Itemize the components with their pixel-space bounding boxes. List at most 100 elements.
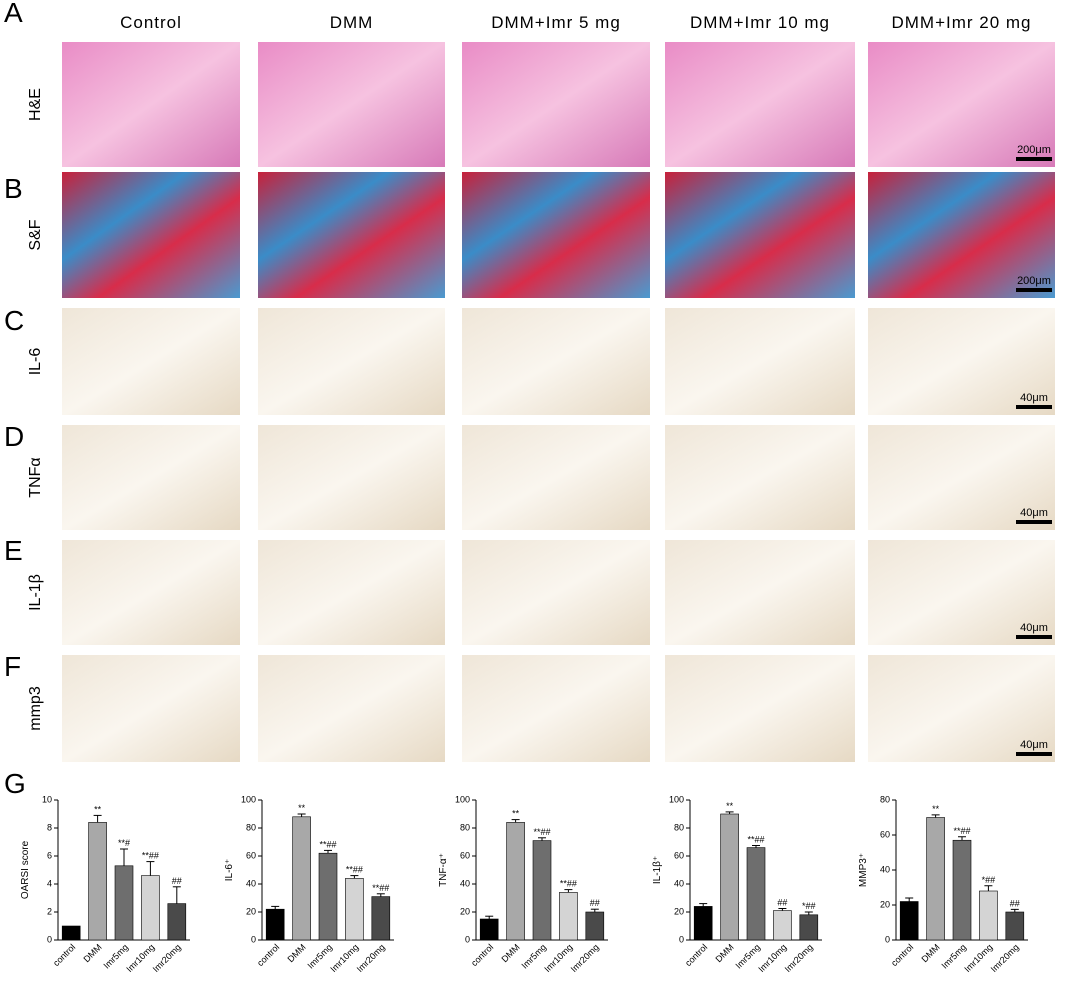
micrograph [665,425,855,530]
row-label: IL-6 [27,348,44,376]
micrograph [868,308,1055,415]
y-tick-label: 0 [885,934,890,944]
micrograph [868,172,1055,298]
x-tick-label: Imr20mg [989,942,1021,974]
y-tick-label: 80 [880,794,890,804]
bar [1005,911,1025,941]
x-tick-label: DMM [81,942,103,964]
bar [371,896,391,941]
y-tick-label: 80 [460,822,470,832]
y-tick-label: 40 [246,878,256,888]
y-tick-label: 100 [455,794,470,804]
bar [167,903,187,941]
y-tick-label: 10 [42,794,52,804]
micrograph [62,540,240,645]
bar [265,908,285,941]
bar [318,852,338,941]
micrograph [868,425,1055,530]
bar [952,839,972,941]
bar [693,906,713,941]
micrograph [665,42,855,167]
micrograph [258,42,445,167]
y-tick-label: 40 [880,864,890,874]
micrograph [868,540,1055,645]
x-tick-label: control [889,942,915,968]
x-tick-label: DMM [919,942,941,964]
significance: **# [118,838,130,848]
significance: ** [932,804,940,814]
row-label: S&F [27,219,44,250]
micrograph [462,425,650,530]
micrograph [665,655,855,762]
micrograph [62,172,240,298]
row-label: H&E [27,88,44,121]
bar [720,813,739,941]
panel-letter: C [4,305,24,336]
y-axis-label: IL-6⁺ [224,859,235,882]
micrograph [258,308,445,415]
significance: ## [777,898,787,908]
y-tick-label: 20 [460,906,470,916]
panel-letter: A [4,0,23,28]
y-axis-label: TNF-α⁺ [438,853,449,887]
significance: *## [802,901,816,911]
x-tick-label: control [255,942,281,968]
micrograph [62,308,240,415]
micrograph [62,42,240,167]
scale-label: 40μm [1020,392,1048,404]
x-tick-label: control [51,942,77,968]
column-title: Control [120,13,182,32]
y-tick-label: 6 [47,850,52,860]
micrograph [462,308,650,415]
y-tick-label: 100 [669,794,684,804]
bar [506,822,525,941]
significance: ** [512,809,520,819]
y-axis-label: MMP3⁺ [858,853,869,887]
y-tick-label: 60 [880,829,890,839]
bar [585,911,605,941]
x-tick-label: Imr20mg [569,942,601,974]
y-tick-label: 0 [679,934,684,944]
micrograph [258,655,445,762]
bar [479,918,499,941]
panel-letter: E [4,535,23,566]
significance: **## [372,883,389,893]
bar [88,822,107,941]
panel-letter: F [4,651,21,682]
micrograph [665,172,855,298]
x-tick-label: control [683,942,709,968]
bar [61,925,81,941]
micrograph [665,308,855,415]
y-tick-label: 40 [674,878,684,888]
y-tick-label: 0 [47,934,52,944]
bar [926,817,945,941]
significance: **## [142,851,159,861]
micrograph [62,655,240,762]
column-title: DMM+Imr 20 mg [891,13,1031,32]
bar [559,892,578,941]
micrograph [868,655,1055,762]
column-title: DMM+Imr 5 mg [491,13,621,32]
y-tick-label: 40 [460,878,470,888]
significance: ## [1010,898,1020,908]
bar [899,901,919,941]
y-tick-label: 60 [674,850,684,860]
x-tick-label: control [469,942,495,968]
bar [773,910,792,941]
scale-label: 200μm [1017,144,1051,156]
x-tick-label: Imr20mg [151,942,183,974]
bar [799,914,819,941]
micrograph [462,172,650,298]
y-tick-label: 0 [251,934,256,944]
y-tick-label: 2 [47,906,52,916]
panel-letter: B [4,173,23,204]
significance: **## [953,826,970,836]
significance: ## [590,898,600,908]
bar [345,878,364,941]
micrograph [62,425,240,530]
y-tick-label: 20 [880,899,890,909]
micrograph [258,540,445,645]
significance: **## [533,827,550,837]
x-tick-label: Imr20mg [783,942,815,974]
